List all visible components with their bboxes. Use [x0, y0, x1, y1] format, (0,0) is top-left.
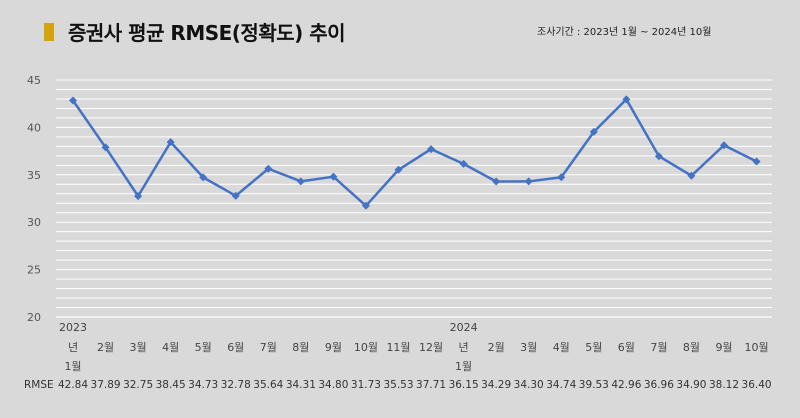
x-tick-label: 2월 [97, 341, 114, 354]
data-point [296, 177, 305, 186]
data-point [101, 143, 110, 152]
data-label: 39.53 [579, 379, 609, 391]
data-label: 35.64 [253, 379, 283, 391]
x-tick-label: 6월 [227, 341, 244, 354]
data-point [329, 172, 338, 181]
data-point [361, 201, 370, 210]
data-label: 31.73 [351, 379, 381, 391]
x-tick-label: 4월 [162, 341, 179, 354]
data-point [557, 173, 566, 182]
data-point [264, 164, 273, 173]
x-tick-label: 년 [68, 341, 78, 354]
x-tick-label: 3월 [520, 341, 537, 354]
data-point [524, 177, 533, 186]
data-point [622, 95, 631, 104]
x-tick-label: 1월 [455, 360, 472, 373]
data-label: 38.12 [709, 379, 739, 391]
x-tick-label: 11월 [386, 341, 410, 354]
data-point [589, 127, 598, 136]
data-point [231, 191, 240, 200]
data-label: 32.75 [123, 379, 153, 391]
y-tick-label: 30 [27, 216, 41, 229]
data-point [199, 173, 208, 182]
x-tick-label: 9월 [325, 341, 342, 354]
data-point [69, 96, 77, 105]
survey-period: 조사기간 : 2023년 1월 ~ 2024년 10월 [537, 27, 712, 38]
x-tick-label: 7월 [650, 341, 667, 354]
data-label: 34.29 [481, 379, 511, 391]
x-tick-label: 1월 [64, 360, 81, 373]
y-tick-label: 20 [27, 311, 41, 324]
data-point [459, 159, 468, 168]
x-tick-label: 12월 [419, 341, 443, 354]
x-tick-label: 5월 [585, 341, 602, 354]
data-label: 32.78 [221, 379, 251, 391]
data-label: 34.31 [286, 379, 316, 391]
data-label: 34.90 [676, 379, 706, 391]
data-label: 34.80 [318, 379, 348, 391]
x-tick-label: 4월 [553, 341, 570, 354]
y-tick-label: 40 [27, 121, 41, 134]
year-label: 2024 [450, 321, 478, 334]
data-label: 37.71 [416, 379, 446, 391]
x-tick-label: 8월 [683, 341, 700, 354]
data-point [687, 171, 696, 180]
data-label: 36.96 [644, 379, 674, 391]
data-label: 35.53 [383, 379, 413, 391]
x-tick-label: 9월 [715, 341, 732, 354]
data-label: 37.89 [91, 379, 121, 391]
data-label: 34.74 [546, 379, 576, 391]
data-label: 38.45 [156, 379, 186, 391]
y-tick-label: 45 [27, 74, 41, 87]
x-tick-label: 2월 [488, 341, 505, 354]
data-point [492, 177, 501, 186]
x-tick-label: 6월 [618, 341, 635, 354]
data-label: 34.73 [188, 379, 218, 391]
x-tick-label: 5월 [195, 341, 212, 354]
x-tick-label: 년 [459, 341, 469, 354]
title-marker [44, 22, 54, 41]
x-tick-label: 10월 [744, 341, 768, 354]
y-tick-label: 25 [27, 264, 41, 277]
x-tick-label: 3월 [130, 341, 147, 354]
data-point [134, 192, 143, 201]
y-tick-label: 35 [27, 169, 41, 182]
chart-title: 증권사 평균 RMSE(정확도) 추이 [68, 21, 346, 45]
series-name-label: RMSE [24, 379, 54, 391]
year-label: 2023 [59, 321, 87, 334]
series-line [71, 98, 758, 208]
data-label: 42.96 [611, 379, 641, 391]
data-label: 36.15 [449, 379, 479, 391]
data-label: 36.40 [742, 379, 772, 391]
data-label: 42.84 [58, 379, 88, 391]
data-point [394, 165, 403, 174]
data-point [654, 152, 663, 161]
data-point [752, 157, 761, 166]
data-point [427, 145, 436, 154]
title-block: 증권사 평균 RMSE(정확도) 추이 [44, 17, 346, 46]
x-tick-label: 7월 [260, 341, 277, 354]
x-tick-label: 10월 [354, 341, 378, 354]
x-tick-label: 8월 [292, 341, 309, 354]
data-point [720, 141, 728, 150]
data-point [166, 138, 175, 147]
data-label: 34.30 [514, 379, 544, 391]
